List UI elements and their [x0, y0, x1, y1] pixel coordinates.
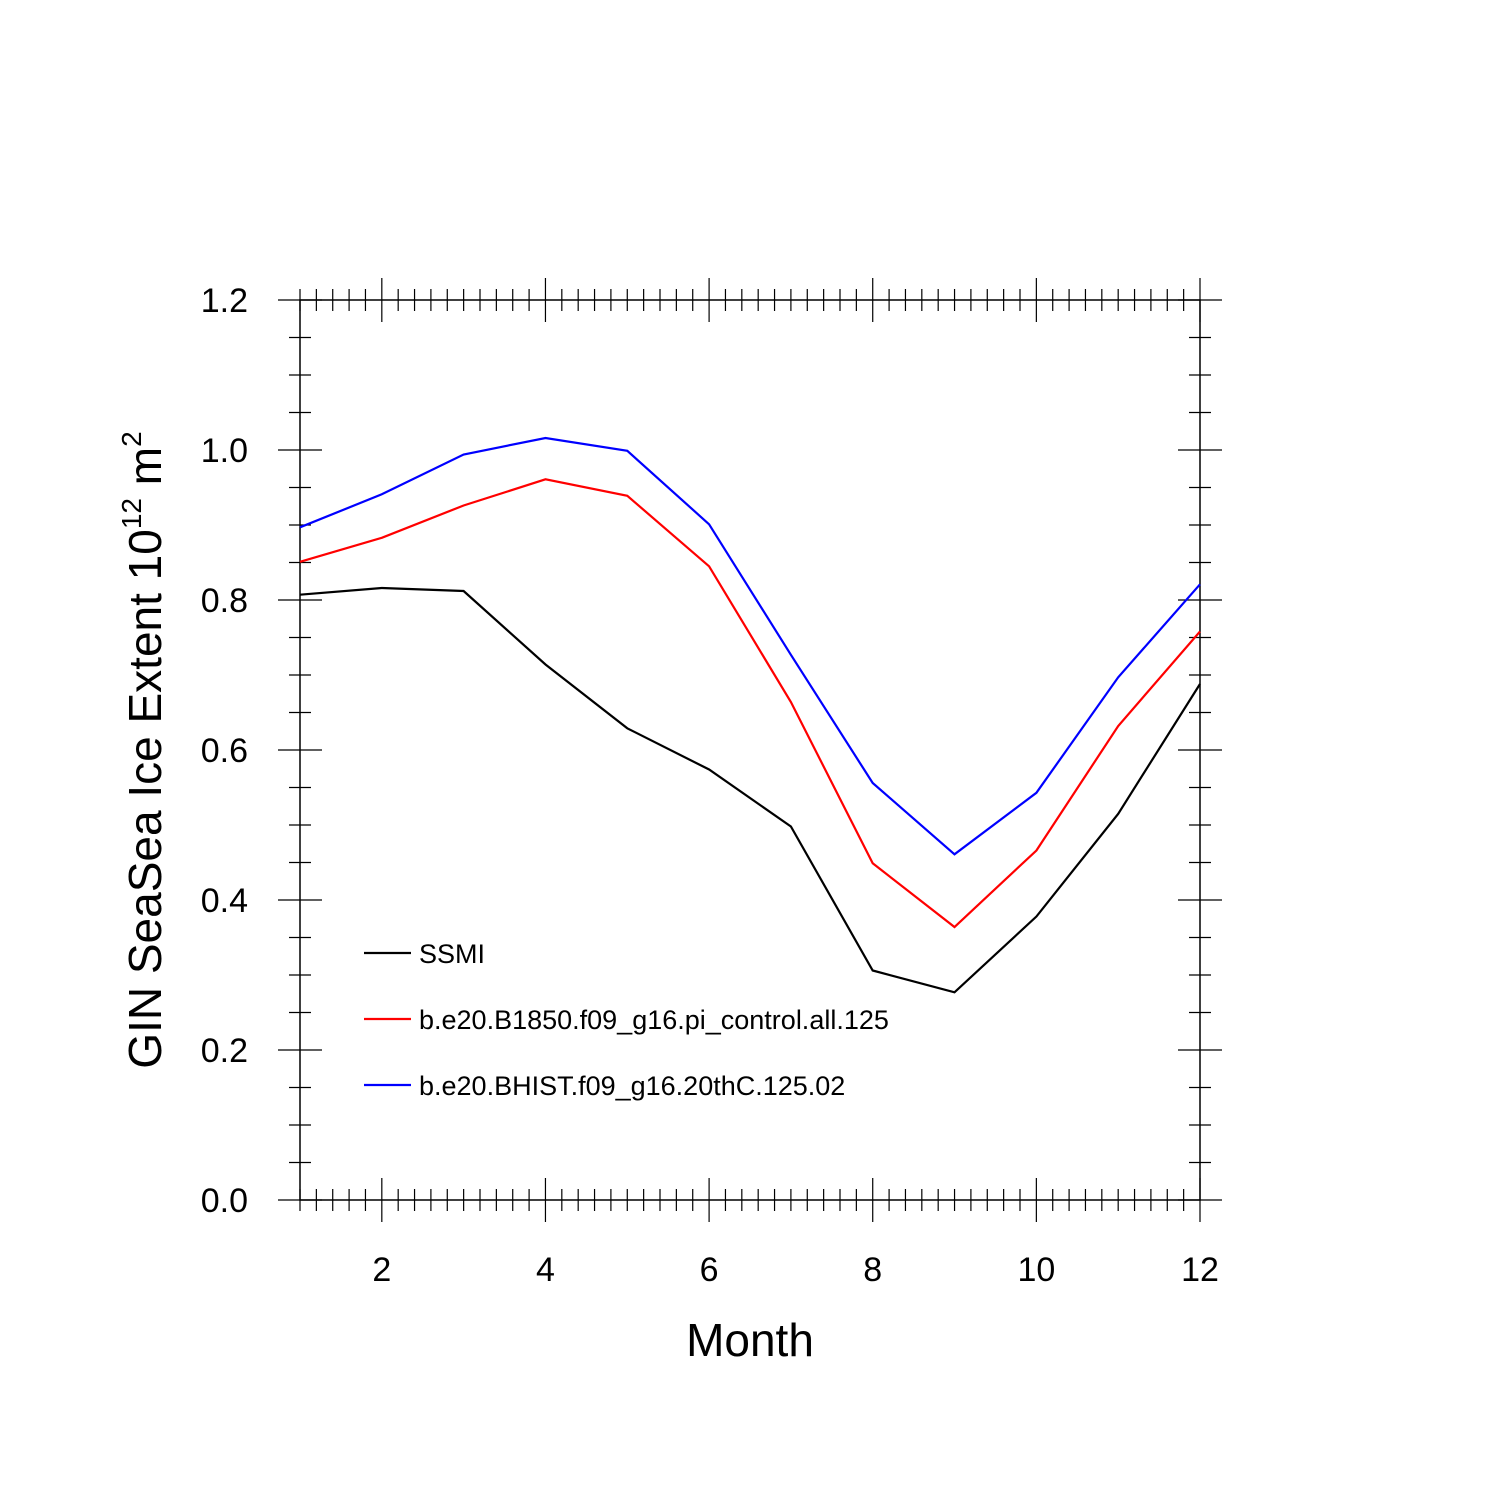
y-axis-title: GIN SeaSea Ice Extent 1012 m2	[116, 431, 171, 1068]
y-axis-title-unit-exp: 2	[116, 431, 147, 447]
axis-ticks	[278, 278, 1222, 1222]
series-line-3	[299, 436, 1201, 856]
series-line-2	[299, 478, 1201, 929]
y-tick-label: 1.0	[201, 432, 248, 470]
legend-label: SSMI	[419, 939, 485, 969]
plot-frame	[299, 299, 1201, 1201]
y-tick-label: 0.0	[201, 1182, 248, 1220]
y-tick-label: 1.2	[201, 282, 248, 320]
x-tick-label: 10	[1017, 1251, 1055, 1289]
series-line-1	[299, 586, 1201, 994]
y-axis-title-unit: m	[119, 447, 171, 498]
y-axis-title-exp: 12	[116, 498, 147, 529]
y-tick-label: 0.4	[201, 882, 248, 920]
y-tick-label: 0.6	[201, 732, 248, 770]
x-tick-label: 8	[863, 1251, 882, 1289]
y-axis-title-main: GIN SeaSea Ice Extent 10	[119, 529, 171, 1069]
x-tick-label: 12	[1181, 1251, 1219, 1289]
legend-label: b.e20.BHIST.f09_g16.20thC.125.02	[419, 1071, 845, 1101]
series-lines	[299, 436, 1201, 994]
y-tick-label: 0.2	[201, 1032, 248, 1070]
legend-label: b.e20.B1850.f09_g16.pi_control.all.125	[419, 1005, 889, 1035]
x-tick-label: 4	[536, 1251, 555, 1289]
legend: SSMI b.e20.B1850.f09_g16.pi_control.all.1…	[364, 939, 889, 1101]
x-axis-title: Month	[686, 1314, 814, 1366]
axis-tick-labels: 2 4 6 8 10 12 0.0 0.2 0.4 0.6 0.8 1.0 1.2	[201, 282, 1219, 1289]
x-tick-label: 6	[700, 1251, 719, 1289]
x-tick-label: 2	[372, 1251, 391, 1289]
y-tick-label: 0.8	[201, 582, 248, 620]
